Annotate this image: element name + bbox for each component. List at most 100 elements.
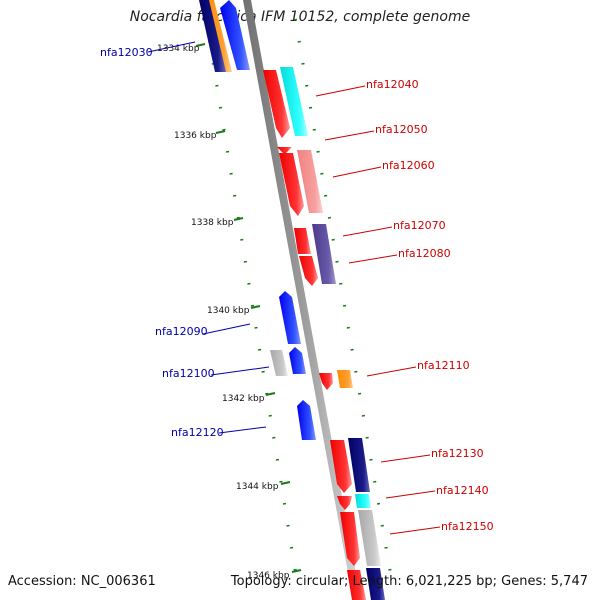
right-track-dash	[335, 260, 339, 263]
gene-nfa12030-blue[interactable]	[220, 0, 250, 70]
kbp-label: 1342 kbp	[222, 394, 265, 404]
gene-nfa12130[interactable]	[348, 438, 370, 492]
gene-label-nfa12080[interactable]: nfa12080	[398, 247, 451, 260]
kbp-tick	[280, 481, 291, 485]
gene-label-nfa12040[interactable]: nfa12040	[366, 78, 419, 91]
left-track-dash	[268, 414, 272, 417]
right-track-dash	[373, 480, 377, 483]
right-track-dash	[324, 194, 328, 197]
gene-label-nfa12090[interactable]: nfa12090	[155, 325, 208, 338]
kbp-tick	[233, 217, 244, 221]
right-track-dash	[376, 502, 381, 505]
kbp-label: 1334 kbp	[157, 44, 200, 54]
right-track-dash	[342, 304, 347, 307]
gene-label-nfa12060[interactable]: nfa12060	[382, 159, 435, 172]
right-track-dash	[388, 568, 392, 571]
gene-nfa12080[interactable]	[312, 224, 336, 284]
gene-nfa12110-red[interactable]	[319, 373, 333, 390]
left-track-dash	[279, 480, 283, 483]
kbp-tick	[250, 305, 261, 309]
gene-glyphs	[199, 0, 385, 600]
right-track-dash	[361, 414, 366, 417]
left-track-dash	[261, 370, 265, 373]
right-track-dash	[312, 128, 316, 131]
left-track-dash	[289, 546, 294, 549]
left-track-dash	[243, 260, 247, 263]
right-track-dash	[346, 326, 350, 329]
right-gene-labels: nfa12040 nfa12050 nfa12060 nfa12070 nfa1…	[315, 78, 494, 535]
left-track-dash	[229, 172, 233, 175]
gene-nfa12140[interactable]	[355, 494, 371, 508]
gene-label-nfa12150[interactable]: nfa12150	[441, 520, 494, 533]
gene-nfa12070-b[interactable]	[299, 256, 318, 286]
gene-label-nfa12120[interactable]: nfa12120	[171, 426, 224, 439]
gene-bottom-red[interactable]	[347, 570, 366, 600]
kbp-tick	[195, 43, 206, 47]
genome-summary-text: Topology: circular; Length: 6,021,225 bp…	[230, 574, 588, 589]
right-track-dash	[327, 216, 332, 219]
gene-label-nfa12050[interactable]: nfa12050	[375, 123, 428, 136]
right-track-dash	[365, 436, 369, 439]
left-track-dash	[222, 128, 226, 131]
gene-nfa12060[interactable]	[297, 150, 323, 213]
kbp-tick	[215, 130, 226, 134]
left-track-dash	[240, 238, 244, 241]
left-track-dash	[282, 502, 287, 505]
right-track-dash	[369, 458, 373, 461]
kbp-tick	[291, 569, 302, 573]
left-track-dash	[250, 304, 255, 307]
left-track-dash	[257, 348, 262, 351]
gene-nfa12050[interactable]	[277, 147, 292, 153]
gene-nfa12110[interactable]	[337, 370, 353, 388]
left-track-dash	[293, 568, 297, 571]
right-track-dash	[301, 62, 305, 65]
left-track-dash	[247, 282, 251, 285]
right-track-dash	[316, 150, 320, 153]
gene-label-nfa12130[interactable]: nfa12130	[431, 447, 484, 460]
left-gene-labels: nfa12030 nfa12090 nfa12100 nfa12120	[100, 41, 270, 439]
gene-label-nfa12030[interactable]: nfa12030	[100, 46, 153, 59]
right-track-dash	[350, 348, 354, 351]
right-track-dash	[293, 18, 298, 21]
gene-nfa12090[interactable]	[279, 291, 301, 344]
gene-nfa12070[interactable]	[294, 228, 311, 254]
left-track-dash	[233, 194, 237, 197]
gene-label-nfa12110[interactable]: nfa12110	[417, 359, 470, 372]
right-track-dash	[339, 282, 343, 285]
kbp-label: 1346 kbp	[247, 571, 290, 581]
gene-label-nfa12100[interactable]: nfa12100	[162, 367, 215, 380]
gene-nfa12040[interactable]	[280, 67, 308, 136]
gene-nfa12030[interactable]	[199, 0, 226, 72]
left-track-dash	[218, 106, 223, 109]
kbp-label: 1338 kbp	[191, 218, 234, 228]
gene-nfa12060-red[interactable]	[279, 153, 304, 216]
right-track-dash	[358, 392, 362, 395]
gene-nfa12150[interactable]	[358, 510, 381, 566]
left-track-dash	[275, 458, 279, 461]
right-track-dash	[354, 370, 358, 373]
gene-nfa12100-gray[interactable]	[270, 350, 288, 376]
left-track-dash	[272, 436, 276, 439]
gene-label-nfa12140[interactable]: nfa12140	[436, 484, 489, 497]
right-track-dash	[305, 84, 309, 87]
gene-nfa12040-red[interactable]	[263, 70, 290, 138]
left-track-dash	[215, 84, 219, 87]
left-track-dash	[236, 216, 240, 219]
right-track-dash	[380, 524, 384, 527]
gene-nfa12120[interactable]	[297, 400, 316, 440]
left-track-dash	[286, 524, 290, 527]
gene-nfa12150-red[interactable]	[340, 512, 360, 566]
gene-nfa12130-red[interactable]	[330, 440, 352, 493]
left-track-dash	[225, 150, 230, 153]
kbp-label: 1344 kbp	[236, 482, 279, 492]
kbp-label: 1336 kbp	[174, 131, 217, 141]
gene-nfa12100[interactable]	[289, 347, 306, 374]
gene-bottom-navy[interactable]	[366, 568, 385, 600]
right-track-dash	[320, 172, 324, 175]
gene-nfa12140-red[interactable]	[337, 496, 352, 510]
right-guide-track	[293, 18, 392, 571]
accession-text: Accession: NC_006361	[8, 574, 156, 589]
right-track-dash	[331, 238, 335, 241]
gene-label-nfa12070[interactable]: nfa12070	[393, 219, 446, 232]
